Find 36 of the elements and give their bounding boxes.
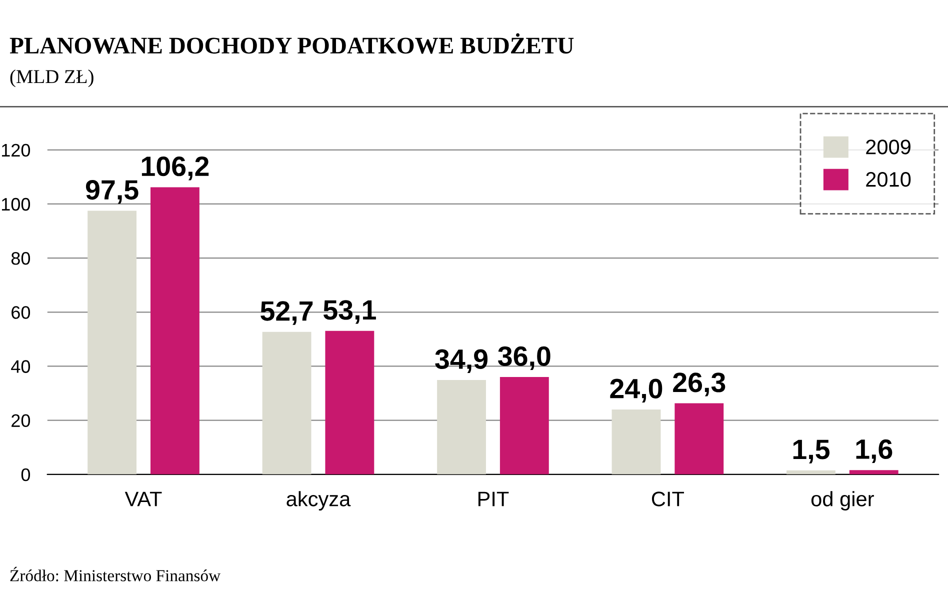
text: 34,9 bbox=[435, 349, 488, 374]
bar bbox=[849, 470, 898, 474]
text: 52,7 bbox=[260, 301, 313, 325]
y-tick-label: 40 bbox=[11, 360, 30, 373]
bar bbox=[325, 330, 374, 474]
bar bbox=[500, 377, 549, 474]
y-tick-label: 60 bbox=[12, 306, 30, 319]
text: 1,5 bbox=[793, 440, 830, 464]
y-tick-label: 80 bbox=[11, 252, 30, 265]
text: 24,0 bbox=[610, 378, 662, 402]
text: 97,5 bbox=[86, 180, 138, 204]
chart-subtitle: (MLD ZŁ) bbox=[10, 70, 94, 88]
y-tick-label: 100 bbox=[2, 198, 30, 211]
y-tick-label: 20 bbox=[12, 414, 30, 428]
bar bbox=[262, 332, 312, 474]
x-tick-label: od gier bbox=[811, 491, 874, 510]
bar bbox=[612, 410, 661, 474]
legend-label: 2010 bbox=[866, 172, 911, 187]
bar bbox=[674, 403, 724, 474]
bar bbox=[88, 210, 137, 474]
y-tick-label: 0 bbox=[21, 468, 30, 482]
text: 1,6 bbox=[856, 439, 892, 464]
x-tick-label: VAT bbox=[124, 492, 162, 506]
bar bbox=[150, 187, 200, 474]
x-tick-label: akcyza bbox=[286, 491, 351, 510]
text: 53,1 bbox=[324, 300, 376, 324]
x-tick-label: CIT bbox=[652, 492, 684, 506]
text: 36,0 bbox=[498, 346, 550, 370]
y-tick-label: 120 bbox=[2, 144, 30, 157]
text: Źródło: Ministerstwo Finansów bbox=[10, 566, 221, 582]
x-tick-label: PIT bbox=[478, 492, 509, 506]
legend-label: 2009 bbox=[866, 140, 910, 154]
bar bbox=[437, 380, 486, 474]
text: 106,2 bbox=[142, 156, 209, 180]
text: 26,3 bbox=[673, 372, 726, 396]
chart-title: PLANOWANE DOCHODY PODATKOWE BUDŻETU bbox=[10, 33, 574, 54]
